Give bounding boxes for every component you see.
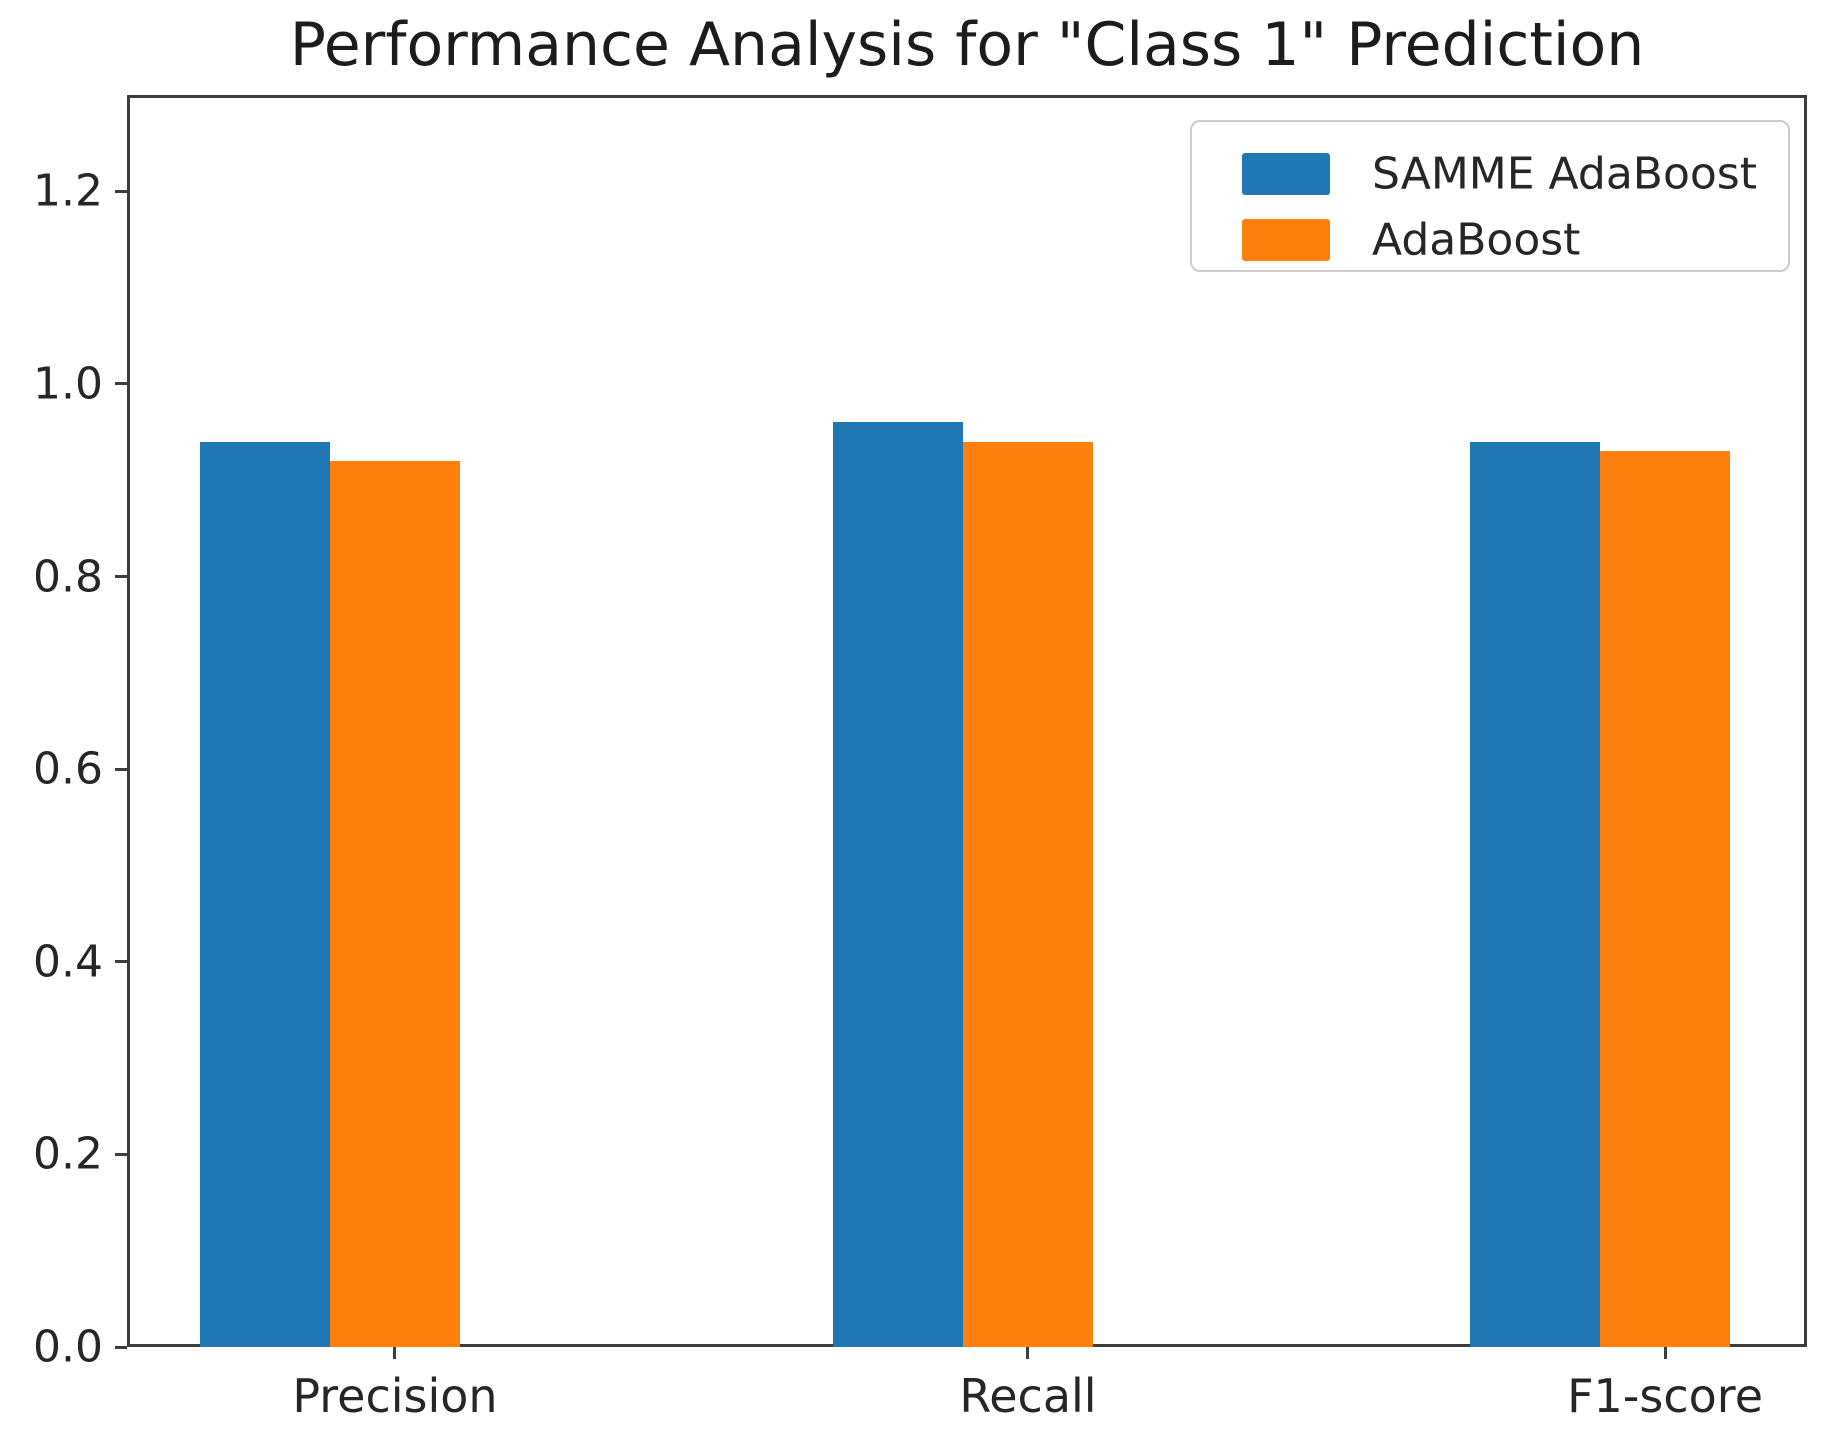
bar-precision-adaboost xyxy=(329,460,460,1347)
y-axis-tick-label: 0.8 xyxy=(33,551,103,603)
x-axis-tick-label: F1-score xyxy=(1567,1369,1763,1423)
bar-f1-score-adaboost xyxy=(1600,451,1731,1347)
y-axis-tick xyxy=(115,575,127,579)
y-axis-tick-label: 1.0 xyxy=(33,358,103,410)
y-axis-tick xyxy=(115,1345,127,1349)
y-axis-tick xyxy=(115,382,127,386)
y-axis-tick-label: 0.4 xyxy=(33,936,103,988)
y-axis-tick xyxy=(115,767,127,771)
legend-swatch-adaboost xyxy=(1242,219,1330,261)
legend: SAMME AdaBoost AdaBoost xyxy=(1190,120,1790,272)
legend-swatch-samme-adaboost xyxy=(1242,153,1330,195)
y-axis-tick-label: 0.6 xyxy=(33,743,103,795)
y-axis-tick xyxy=(115,1152,127,1156)
bar-recall-samme-adaboost xyxy=(832,422,963,1347)
bar-f1-score-samme-adaboost xyxy=(1470,441,1601,1347)
x-axis-tick xyxy=(393,1347,397,1359)
y-axis-tick-label: 1.2 xyxy=(33,165,103,217)
bar-precision-samme-adaboost xyxy=(199,441,330,1347)
legend-label-samme-adaboost: SAMME AdaBoost xyxy=(1372,148,1757,200)
x-axis-tick-label: Recall xyxy=(959,1369,1097,1423)
y-axis-tick-label: 0.2 xyxy=(33,1128,103,1180)
y-axis-tick xyxy=(115,189,127,193)
chart-title: Performance Analysis for "Class 1" Predi… xyxy=(289,10,1645,80)
y-axis-tick-label: 0.0 xyxy=(33,1321,103,1373)
bar-recall-adaboost xyxy=(962,441,1093,1347)
x-axis-tick xyxy=(1026,1347,1030,1359)
x-axis-tick xyxy=(1663,1347,1667,1359)
x-axis-tick-label: Precision xyxy=(292,1369,498,1423)
legend-label-adaboost: AdaBoost xyxy=(1372,214,1581,266)
y-axis-tick xyxy=(115,960,127,964)
